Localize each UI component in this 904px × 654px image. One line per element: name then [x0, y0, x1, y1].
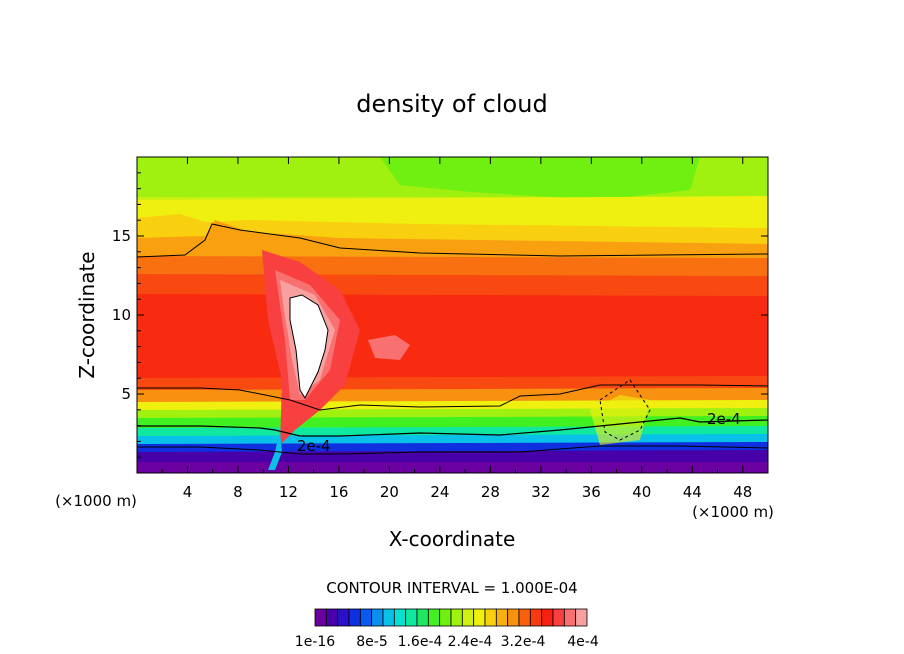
colorbar-swatch — [563, 608, 577, 627]
contour-label: 2e-4 — [707, 410, 741, 428]
colorbar-swatch — [518, 608, 531, 627]
y-tick-label: 5 — [121, 385, 131, 403]
colorbar-swatch — [529, 608, 543, 627]
secondary-cell — [368, 335, 410, 360]
x-axis-label: X-coordinate — [389, 527, 516, 551]
colorbar-swatch — [450, 608, 463, 627]
colorbar-label: 2.4e-4 — [448, 634, 493, 650]
x-tick-label: 8 — [233, 483, 243, 501]
x-tick-label: 28 — [481, 483, 500, 501]
colorbar-swatch — [439, 608, 452, 627]
colorbar-swatch — [575, 608, 588, 627]
updraft-stem — [268, 430, 282, 470]
colorbar-label: 4e-4 — [567, 634, 599, 650]
plume-core — [289, 294, 329, 400]
x-tick-label: 24 — [430, 483, 449, 501]
colorbar-swatch — [371, 608, 384, 627]
x-tick-label: 4 — [183, 483, 193, 501]
colorbar-swatch — [359, 608, 373, 627]
colorbar-swatch — [495, 608, 509, 627]
colorbar-swatch — [405, 608, 418, 627]
colorbar-swatch — [314, 608, 327, 627]
x-tick-label: 20 — [380, 483, 399, 501]
x-unit-right: (×1000 m) — [692, 503, 774, 521]
band-red — [137, 294, 768, 380]
band-top-bright — [380, 157, 700, 200]
colorbar-swatch — [382, 608, 395, 627]
contour-upper — [137, 223, 768, 258]
contour-dashed — [599, 379, 651, 441]
x-tick-label: 40 — [632, 483, 651, 501]
y-axis-label: Z-coordinate — [75, 251, 99, 378]
colorbar-labels: 1e-16 8e-5 1.6e-4 2.4e-4 3.2e-4 4e-4 — [295, 634, 599, 650]
colorbar-swatch — [461, 608, 475, 627]
band-orange-1 — [137, 220, 768, 262]
colorbar-swatch — [325, 608, 339, 627]
colorbar-swatch — [416, 608, 429, 627]
x-tick-label: 16 — [329, 483, 348, 501]
contour-middle — [137, 384, 768, 411]
colorbar-swatch — [393, 608, 407, 627]
colorbar-label: 1e-16 — [295, 634, 335, 650]
band-bottom — [137, 462, 768, 473]
colorbar-swatch — [552, 608, 565, 627]
x-tick-label: 32 — [531, 483, 550, 501]
colorbar-label: 8e-5 — [356, 634, 387, 650]
colorbar-label: 1.6e-4 — [398, 634, 443, 650]
x-tick-label: 12 — [279, 483, 298, 501]
x-unit-left: (×1000 m) — [55, 492, 137, 510]
contour-label: 2e-4 — [297, 437, 331, 455]
colorbar-label: 3.2e-4 — [501, 634, 546, 650]
x-tick-label: 48 — [733, 483, 752, 501]
colorbar — [314, 608, 588, 627]
colorbar-swatch — [541, 608, 554, 627]
x-axis: 4 8 12 16 20 24 28 32 36 40 44 48 — [161, 157, 752, 501]
contour-2e-4 — [137, 417, 768, 437]
colorbar-swatch — [507, 608, 520, 627]
x-tick-label: 44 — [683, 483, 702, 501]
y-tick-label: 10 — [112, 306, 131, 324]
colorbar-swatch — [348, 608, 361, 627]
colorbar-swatch — [473, 608, 486, 627]
chart-title: density of cloud — [356, 90, 547, 118]
y-axis: 5 10 15 — [112, 172, 768, 458]
colorbar-swatch — [484, 608, 497, 627]
colorbar-swatch — [427, 608, 441, 627]
contour-interval-text: CONTOUR INTERVAL = 1.000E-04 — [326, 579, 577, 597]
y-tick-label: 15 — [112, 227, 131, 245]
colorbar-swatch — [337, 608, 350, 627]
x-tick-label: 36 — [582, 483, 601, 501]
plot-area — [137, 157, 768, 473]
contour-lower — [137, 445, 768, 455]
